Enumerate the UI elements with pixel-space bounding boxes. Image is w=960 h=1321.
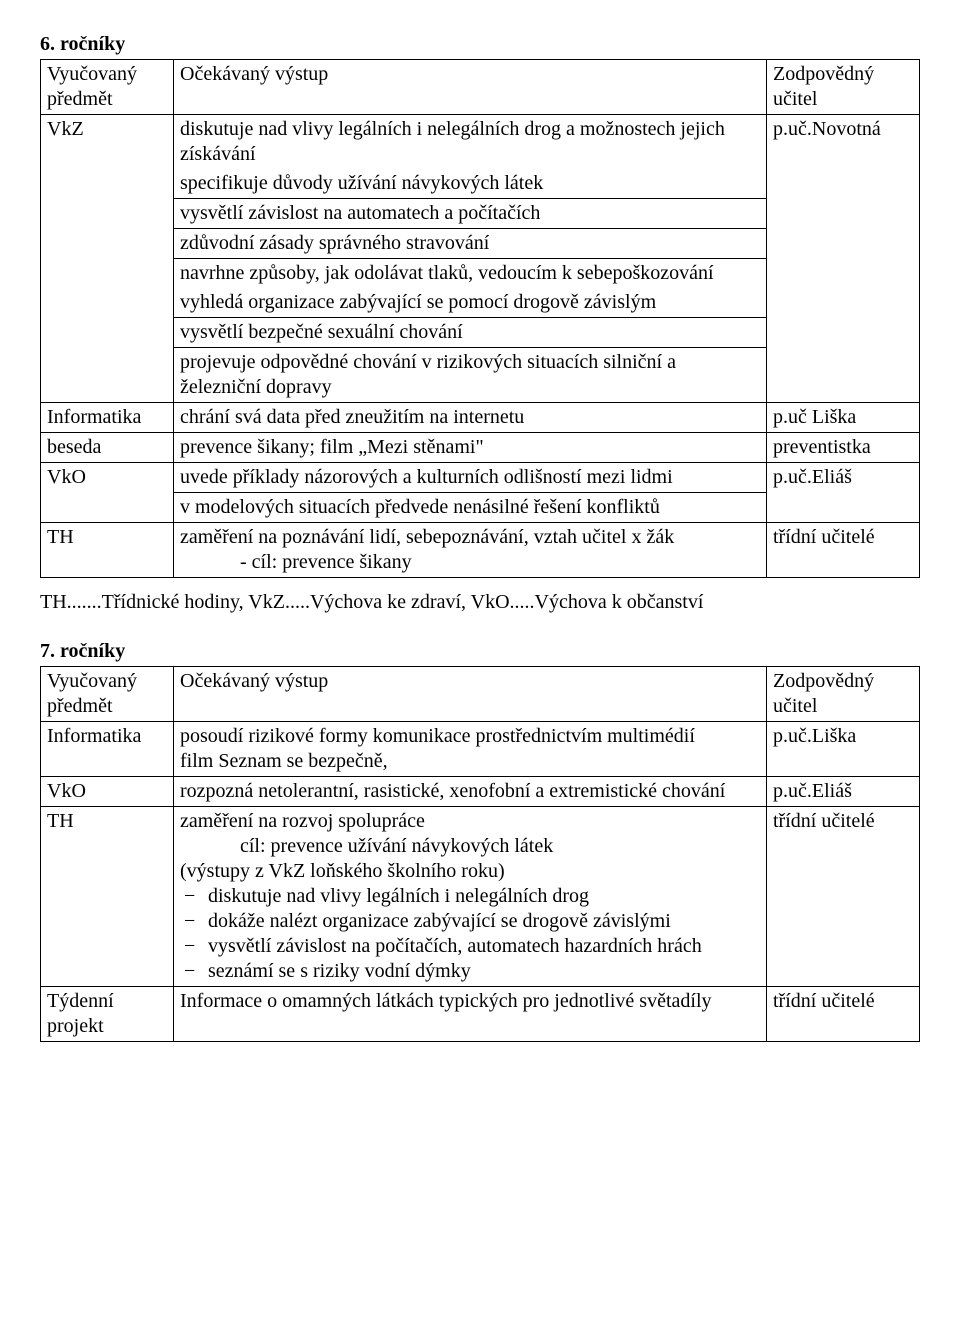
cell-outcome: chrání svá data před zneužitím na intern… (174, 403, 767, 433)
table6: Vyučovaný předmět Očekávaný výstup Zodpo… (40, 59, 920, 578)
text: zaměření na rozvoj spolupráce (180, 810, 425, 832)
table-row: Informatika chrání svá data před zneužit… (41, 403, 920, 433)
text: film Seznam se bezpečně, (180, 750, 388, 772)
list-item: diskutuje nad vlivy legálních i nelegáln… (180, 884, 760, 909)
cell-outcome: vysvětlí bezpečné sexuální chování (174, 318, 767, 348)
cell-outcome: specifikuje důvody užívání návykových lá… (174, 169, 767, 199)
cell-subject: TH (41, 807, 174, 987)
header-subject: Vyučovaný předmět (41, 667, 174, 722)
header-teacher: Zodpovědný učitel (767, 667, 920, 722)
bullet-list: diskutuje nad vlivy legálních i nelegáln… (180, 884, 760, 984)
cell-outcome: Informace o omamných látkách typických p… (174, 987, 767, 1042)
cell-teacher: třídní učitelé (767, 523, 920, 578)
table-row: TH zaměření na poznávání lidí, sebepozná… (41, 523, 920, 578)
cell-subject: beseda (41, 433, 174, 463)
cell-outcome: zaměření na poznávání lidí, sebepoznáván… (174, 523, 767, 578)
table-row: Vyučovaný předmět Očekávaný výstup Zodpo… (41, 667, 920, 722)
table7: Vyučovaný předmět Očekávaný výstup Zodpo… (40, 666, 920, 1042)
text: posoudí rizikové formy komunikace prostř… (180, 725, 695, 747)
header-teacher: Zodpovědný učitel (767, 60, 920, 115)
cell-outcome: diskutuje nad vlivy legálních i nelegáln… (174, 115, 767, 170)
footnote6: TH.......Třídnické hodiny, VkZ.....Výcho… (40, 590, 920, 615)
cell-outcome: vysvětlí závislost na automatech a počít… (174, 199, 767, 229)
cell-teacher: třídní učitelé (767, 807, 920, 987)
table-row: VkO uvede příklady názorových a kulturní… (41, 463, 920, 493)
cell-teacher: preventistka (767, 433, 920, 463)
cell-outcome: rozpozná netolerantní, rasistické, xenof… (174, 777, 767, 807)
section7-title: 7. ročníky (40, 639, 920, 664)
cell-outcome: navrhne způsoby, jak odolávat tlaků, ved… (174, 259, 767, 289)
cell-outcome: zdůvodní zásady správného stravování (174, 229, 767, 259)
table-row: VkO rozpozná netolerantní, rasistické, x… (41, 777, 920, 807)
list-item: vysvětlí závislost na počítačích, automa… (180, 934, 760, 959)
table-row: TH zaměření na rozvoj spolupráce cíl: pr… (41, 807, 920, 987)
cell-outcome: v modelových situacích předvede nenásiln… (174, 493, 767, 523)
cell-teacher: p.uč Liška (767, 403, 920, 433)
cell-teacher: p.uč.Liška (767, 722, 920, 777)
list-item: seznámí se s riziky vodní dýmky (180, 959, 760, 984)
table-row: Informatika posoudí rizikové formy komun… (41, 722, 920, 777)
header-outcome: Očekávaný výstup (174, 60, 767, 115)
text: - cíl: prevence šikany (180, 550, 760, 575)
header-subject: Vyučovaný předmět (41, 60, 174, 115)
text: zaměření na poznávání lidí, sebepoznáván… (180, 526, 674, 548)
cell-teacher: p.uč.Eliáš (767, 777, 920, 807)
cell-teacher: p.uč.Novotná (767, 115, 920, 403)
cell-subject: VkO (41, 777, 174, 807)
table-row: beseda prevence šikany; film „Mezi stěna… (41, 433, 920, 463)
table-row: Týdenní projekt Informace o omamných lát… (41, 987, 920, 1042)
section6-title: 6. ročníky (40, 32, 920, 57)
cell-outcome: vyhledá organizace zabývající se pomocí … (174, 288, 767, 318)
cell-outcome: uvede příklady názorových a kulturních o… (174, 463, 767, 493)
cell-teacher: třídní učitelé (767, 987, 920, 1042)
cell-teacher: p.uč.Eliáš (767, 463, 920, 523)
cell-outcome: zaměření na rozvoj spolupráce cíl: preve… (174, 807, 767, 987)
text: cíl: prevence užívání návykových látek (180, 834, 760, 859)
cell-outcome: posoudí rizikové formy komunikace prostř… (174, 722, 767, 777)
cell-outcome: projevuje odpovědné chování v rizikových… (174, 348, 767, 403)
cell-subject: VkO (41, 463, 174, 523)
header-outcome: Očekávaný výstup (174, 667, 767, 722)
cell-outcome: prevence šikany; film „Mezi stěnami" (174, 433, 767, 463)
table-row: Vyučovaný předmět Očekávaný výstup Zodpo… (41, 60, 920, 115)
cell-subject: Informatika (41, 403, 174, 433)
cell-subject: VkZ (41, 115, 174, 403)
cell-subject: Informatika (41, 722, 174, 777)
cell-subject: Týdenní projekt (41, 987, 174, 1042)
cell-subject: TH (41, 523, 174, 578)
list-item: dokáže nalézt organizace zabývající se d… (180, 909, 760, 934)
text: (výstupy z VkZ loňského školního roku) (180, 860, 505, 882)
table-row: VkZ diskutuje nad vlivy legálních i nele… (41, 115, 920, 170)
